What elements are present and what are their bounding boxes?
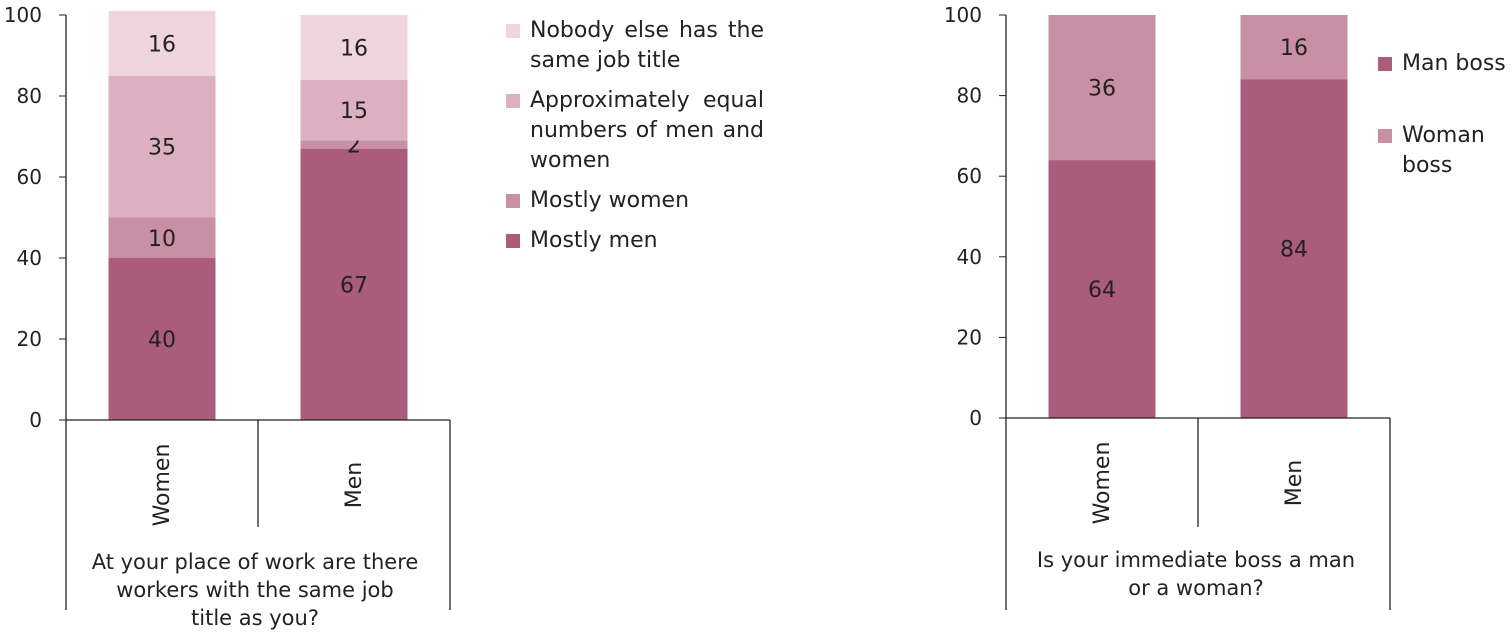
x-category-label: Men xyxy=(342,462,367,508)
bar-women-approximately-equal-numbers-of-men-and-women xyxy=(108,75,216,218)
bar-women-woman-boss xyxy=(1048,15,1156,161)
data-label: 15 xyxy=(340,99,368,124)
data-label: 40 xyxy=(148,328,176,353)
x-axis-title: Is your immediate boss a man xyxy=(1037,548,1355,572)
x-category-label: Women xyxy=(150,444,175,527)
bar-women-mostly-women xyxy=(108,217,216,258)
x-axis-title: At your place of work are there xyxy=(92,550,419,574)
legend-job-title: Nobody else has the same job title Approx… xyxy=(506,16,764,256)
bar-men-man-boss xyxy=(1240,79,1348,418)
x-category-label: Men xyxy=(1282,460,1307,506)
y-tick-label: 0 xyxy=(969,406,982,430)
legend-item-nobody-else-has-the-same-job-title: Nobody else has the same job title xyxy=(506,16,764,76)
data-label: 36 xyxy=(1088,77,1116,102)
data-label: 16 xyxy=(340,36,368,61)
x-category-label: Women xyxy=(1090,442,1115,525)
legend-label: Approximately equal numbers of men and w… xyxy=(530,88,764,173)
bar-men-approximately-equal-numbers-of-men-and-women xyxy=(300,79,408,141)
bar-men-mostly-women xyxy=(300,140,408,149)
data-label: 84 xyxy=(1280,238,1308,263)
legend-label: Woman boss xyxy=(1402,123,1485,178)
legend-swatch xyxy=(506,94,520,108)
legend-label: Mostly women xyxy=(530,188,690,213)
legend-label: Mostly men xyxy=(530,228,658,253)
legend-label: Man boss xyxy=(1402,51,1506,76)
legend-item-mostly-women: Mostly women xyxy=(506,186,764,216)
legend-swatch xyxy=(1378,57,1392,71)
data-label: 16 xyxy=(1280,36,1308,61)
legend-item-man-boss: Man boss xyxy=(1378,49,1510,79)
data-label: 10 xyxy=(148,227,176,252)
legend-item-woman-boss: Woman boss xyxy=(1378,121,1510,181)
legend-label: Nobody else has the same job title xyxy=(530,18,764,73)
bar-women-mostly-men xyxy=(108,258,216,420)
legend-item-approximately-equal-numbers-of-men-and-women: Approximately equal numbers of men and w… xyxy=(506,86,764,176)
y-tick-label: 100 xyxy=(944,3,982,27)
legend-swatch xyxy=(1378,129,1392,143)
bar-men-nobody-else-has-the-same-job-title xyxy=(300,15,408,80)
y-tick-label: 20 xyxy=(17,327,42,351)
y-tick-label: 20 xyxy=(957,325,982,349)
data-label: 67 xyxy=(340,273,368,298)
y-tick-label: 80 xyxy=(957,84,982,108)
bar-men-woman-boss xyxy=(1240,15,1348,80)
x-axis-title: title as you? xyxy=(191,606,319,630)
x-axis-title: or a woman? xyxy=(1128,576,1264,600)
y-tick-label: 40 xyxy=(957,245,982,269)
legend-boss: Man boss Woman boss xyxy=(1378,49,1510,181)
legend-swatch xyxy=(506,234,520,248)
y-tick-label: 60 xyxy=(957,164,982,188)
bar-women-nobody-else-has-the-same-job-title xyxy=(108,10,216,76)
y-tick-label: 0 xyxy=(29,408,42,432)
x-axis-title: workers with the same job xyxy=(116,578,393,602)
legend-item-mostly-men: Mostly men xyxy=(506,226,764,256)
y-tick-label: 60 xyxy=(17,165,42,189)
data-label: 64 xyxy=(1088,278,1116,303)
bar-men-mostly-men xyxy=(300,148,408,420)
y-tick-label: 80 xyxy=(17,84,42,108)
y-tick-label: 40 xyxy=(17,246,42,270)
y-tick-label: 100 xyxy=(4,3,42,27)
bar-women-man-boss xyxy=(1048,160,1156,418)
legend-swatch xyxy=(506,194,520,208)
legend-swatch xyxy=(506,24,520,38)
data-label: 35 xyxy=(148,136,176,161)
data-label: 16 xyxy=(148,32,176,57)
